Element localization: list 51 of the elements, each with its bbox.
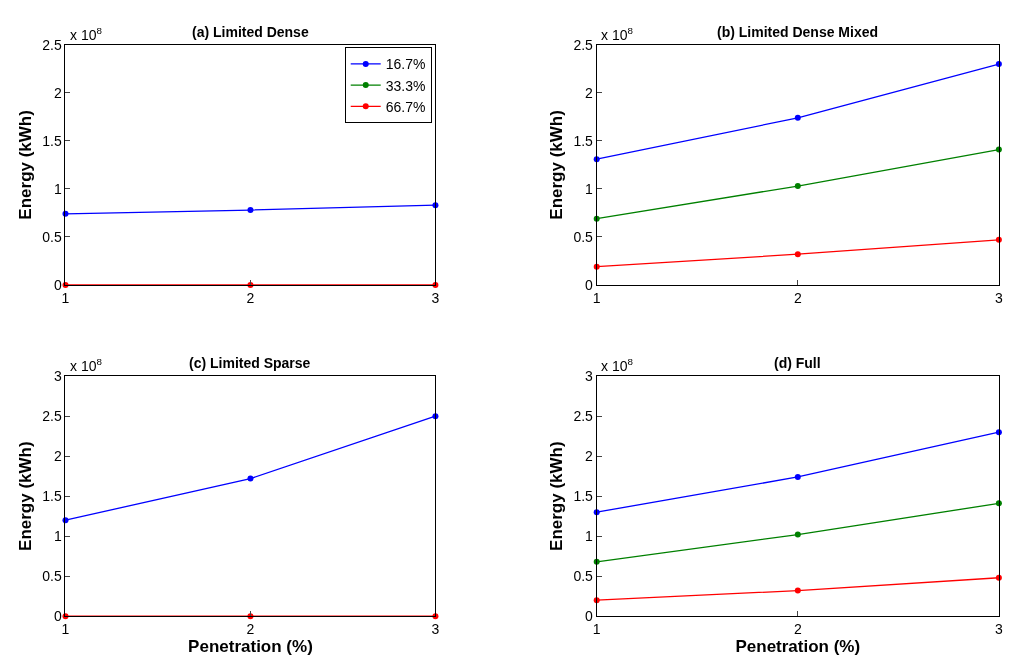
y-tick-label: 0 xyxy=(53,608,62,625)
chart-title: (b) Limited Dense Mixed xyxy=(717,24,879,40)
text: x 10$^{8}$ xyxy=(70,356,103,374)
x-axis-title: Penetration (%) xyxy=(735,636,861,656)
y-tick-label: 2 xyxy=(585,448,594,465)
chart-title: (a) Limited Dense xyxy=(192,24,309,40)
y-tick-label: 0.5 xyxy=(42,228,62,245)
y-tick-label: 1.5 xyxy=(573,132,594,149)
y-tick-label: 3 xyxy=(585,368,594,385)
y-tick-label: 2 xyxy=(53,448,62,465)
chart-title: (d) Full xyxy=(774,355,821,371)
y-tick-label: 1.5 xyxy=(42,132,62,149)
text: x 10$^{8}$ xyxy=(601,356,634,374)
y-tick-label: 2.5 xyxy=(573,408,594,425)
y-tick-label: 0.5 xyxy=(573,228,594,245)
y-axis-title: Energy (kWh) xyxy=(546,110,566,220)
x-tick-label: 2 xyxy=(793,289,802,306)
x-tick-label: 3 xyxy=(431,620,440,637)
y-tick-label: 1.5 xyxy=(42,488,62,505)
y-tick-label: 1 xyxy=(53,180,62,197)
x-tick-label: 3 xyxy=(431,289,440,306)
x-tick-label: 2 xyxy=(246,289,255,306)
y-tick-label: 1 xyxy=(53,528,62,545)
y-tick-label: 0 xyxy=(585,608,594,625)
y-axis-title: Energy (kWh) xyxy=(15,110,35,220)
y-tick-label: 2 xyxy=(585,84,594,101)
legend-label: 16.7% xyxy=(385,56,426,73)
legend-label: 66.7% xyxy=(385,98,426,115)
y-tick-label: 2.5 xyxy=(42,408,62,425)
y-tick-label: 1 xyxy=(585,180,594,197)
y-tick-label: 0 xyxy=(585,276,594,293)
text: x 10$^{8}$ xyxy=(70,25,103,43)
y-axis-title: Energy (kWh) xyxy=(546,441,566,551)
y-tick-label: 2 xyxy=(53,84,62,101)
legend-label: 33.3% xyxy=(385,77,426,94)
y-tick-label: 1.5 xyxy=(573,488,594,505)
y-tick-label: 0.5 xyxy=(42,568,62,585)
x-tick-label: 3 xyxy=(995,289,1003,306)
x-tick-label: 3 xyxy=(995,620,1003,637)
x-axis-title: Penetration (%) xyxy=(188,636,313,656)
y-tick-label: 2.5 xyxy=(42,36,62,53)
text: x 10$^{8}$ xyxy=(601,25,634,43)
x-tick-label: 2 xyxy=(246,620,255,637)
chart-title: (c) Limited Sparse xyxy=(189,355,311,371)
x-tick-label: 2 xyxy=(793,620,802,637)
y-tick-label: 0.5 xyxy=(573,568,594,585)
y-axis-title: Energy (kWh) xyxy=(15,441,35,551)
y-tick-label: 2.5 xyxy=(573,36,594,53)
y-tick-label: 3 xyxy=(53,368,62,385)
y-tick-label: 1 xyxy=(585,528,594,545)
y-tick-label: 0 xyxy=(53,276,62,293)
